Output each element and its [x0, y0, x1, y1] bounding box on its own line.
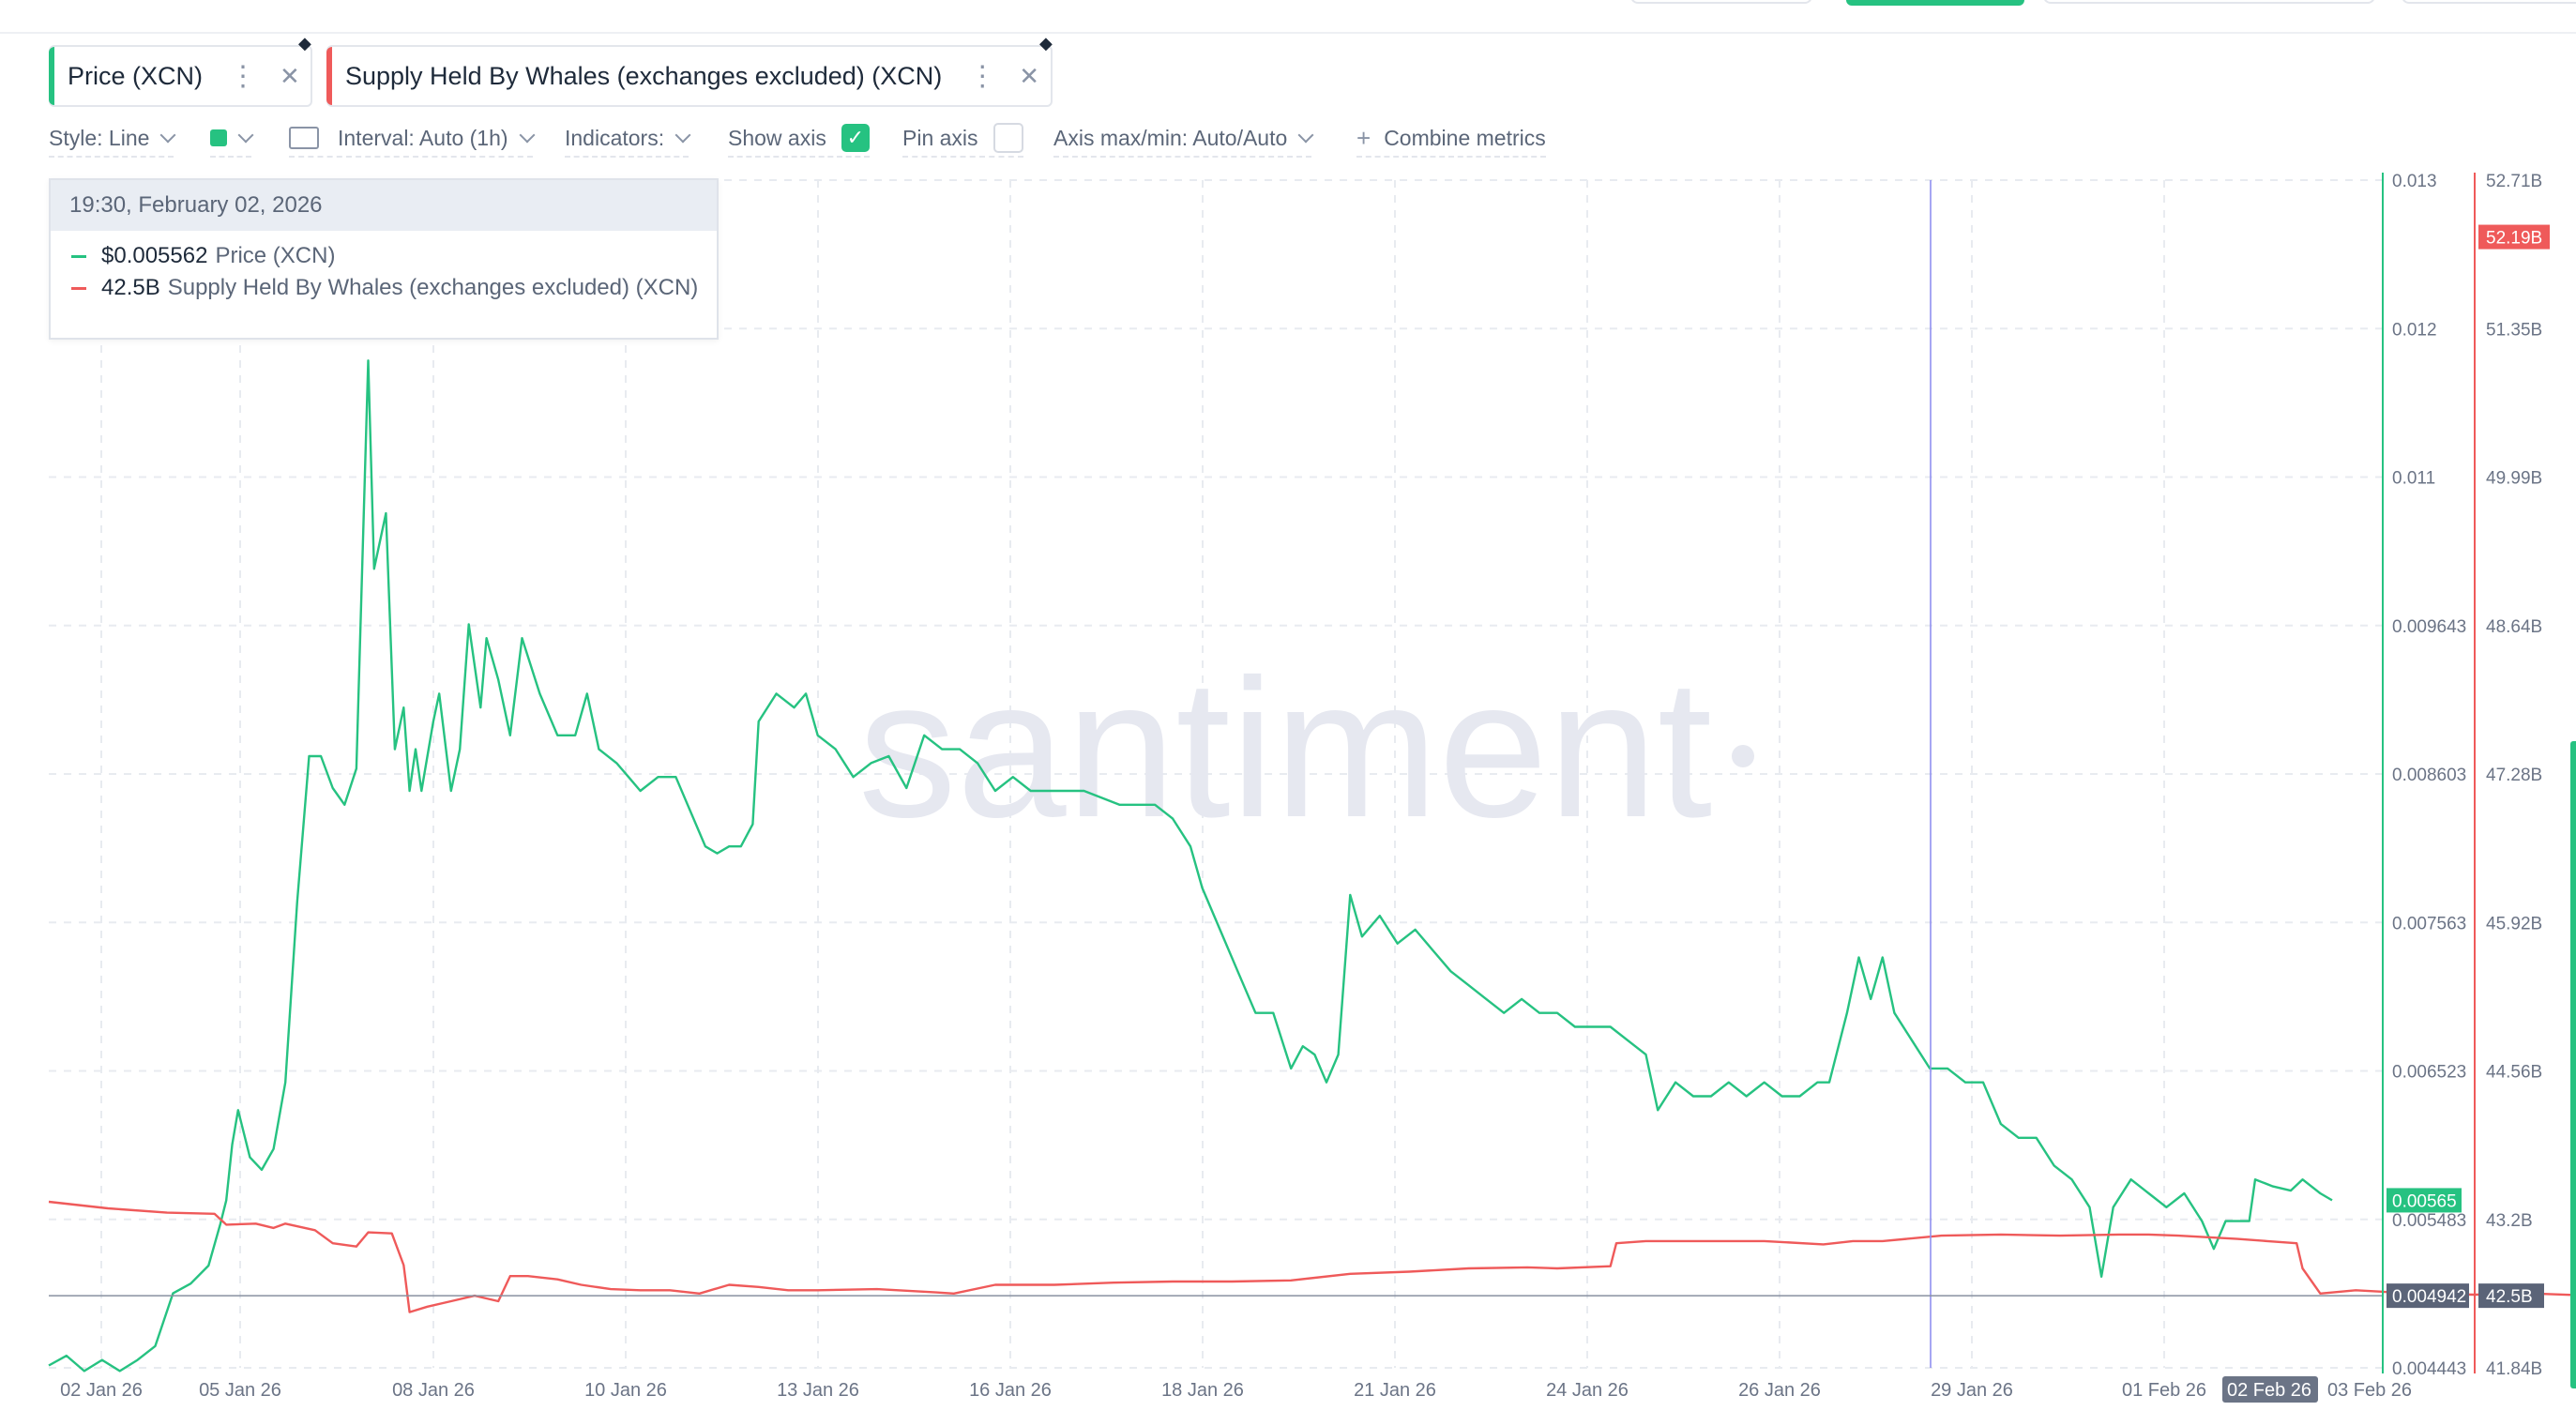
whales-tick-label: 51.35B [2486, 320, 2542, 340]
chart-axes: 02 Jan 26 05 Jan 26 08 Jan 26 10 Jan 26 13 J… [60, 172, 2550, 1403]
indicators-select[interactable]: Indicators: [565, 120, 691, 158]
tooltip-value: $0.005562 [101, 243, 208, 268]
last-whales-label: 52.19B [2486, 229, 2542, 249]
style-label: Style: Line [49, 125, 150, 150]
x-tick-label: 02 Feb 26 [2227, 1380, 2311, 1401]
show-axis-label: Show axis [728, 125, 826, 150]
crosshair-price-badge [2387, 1283, 2469, 1309]
x-tick-label: 05 Jan 26 [199, 1380, 281, 1401]
indicators-label: Indicators: [565, 125, 665, 150]
x-tick-label: 26 Jan 26 [1738, 1380, 1821, 1401]
price-tick-label: 0.009643 [2392, 617, 2466, 637]
price-tick-label: 0.005483 [2392, 1211, 2466, 1231]
tooltip-value: 42.5B [101, 275, 160, 300]
metric-color-bar [326, 47, 332, 105]
close-icon[interactable]: ✕ [280, 61, 300, 90]
ruler-icon [289, 127, 319, 149]
last-price-badge [2387, 1188, 2462, 1213]
price-tick-label: 0.008603 [2392, 766, 2466, 785]
crosshair-whales-badge [2478, 1283, 2544, 1309]
chart-tooltip: 19:30, February 02, 2026 $0.005562 Price… [49, 178, 719, 340]
price-tick-label: 0.004443 [2392, 1359, 2466, 1379]
metric-chip-whales[interactable]: Supply Held By Whales (exchanges exclude… [326, 45, 1053, 107]
x-tick-label: 01 Feb 26 [2122, 1380, 2206, 1401]
watermark-dot [1732, 745, 1754, 767]
last-price-label: 0.00565 [2392, 1191, 2457, 1211]
x-tick-label: 29 Jan 26 [1931, 1380, 2013, 1401]
x-tick-label: 21 Jan 26 [1354, 1380, 1436, 1401]
interval-select[interactable]: Interval: Auto (1h) [289, 120, 536, 158]
more-options-icon[interactable]: ⋮ [229, 60, 258, 92]
tooltip-row-price: $0.005562 Price (XCN) [51, 240, 717, 272]
whales-tick-label: 44.56B [2486, 1063, 2542, 1083]
combine-metrics-label: Combine metrics [1384, 125, 1546, 150]
watermark: santiment [858, 638, 1712, 858]
ethereum-icon: ◆ [298, 34, 311, 53]
price-series-line [48, 359, 2333, 1373]
crosshair-date-badge [2222, 1376, 2318, 1403]
top-button-active[interactable] [1846, 0, 2024, 6]
combine-metrics-button[interactable]: + Combine metrics [1356, 120, 1546, 158]
metric-label: Supply Held By Whales (exchanges exclude… [345, 61, 943, 90]
close-icon[interactable]: ✕ [1019, 61, 1040, 90]
color-select[interactable] [210, 120, 254, 158]
whales-tick-label: 45.92B [2486, 914, 2542, 933]
top-bar [0, 0, 2576, 34]
whales-tick-label: 41.84B [2486, 1359, 2542, 1379]
interval-label: Interval: Auto (1h) [338, 125, 508, 150]
x-tick-label: 16 Jan 26 [969, 1380, 1052, 1401]
checkbox-empty-icon[interactable] [993, 123, 1023, 153]
x-tick-label: 18 Jan 26 [1161, 1380, 1244, 1401]
tooltip-metric-name: Price (XCN) [215, 243, 336, 268]
x-tick-label: 08 Jan 26 [392, 1380, 475, 1401]
axis-maxmin-select[interactable]: Axis max/min: Auto/Auto [1053, 120, 1314, 158]
x-tick-label: 13 Jan 26 [777, 1380, 859, 1401]
x-tick-label: 03 Feb 26 [2327, 1380, 2412, 1401]
price-tick-label: 0.012 [2392, 320, 2437, 340]
price-tick-label: 0.007563 [2392, 914, 2466, 933]
crosshair-whales-label: 42.5B [2486, 1287, 2533, 1307]
plus-icon: + [1356, 123, 1371, 152]
style-select[interactable]: Style: Line [49, 120, 176, 158]
tooltip-metric-name: Supply Held By Whales (exchanges exclude… [167, 275, 699, 300]
more-options-icon[interactable]: ⋮ [968, 60, 997, 92]
ethereum-icon: ◆ [1039, 34, 1053, 53]
scrollbar-handle[interactable] [2570, 741, 2576, 1388]
metric-label: Price (XCN) [68, 61, 204, 90]
tooltip-row-whales: 42.5B Supply Held By Whales (exchanges e… [51, 272, 717, 304]
x-tick-label: 24 Jan 26 [1546, 1380, 1629, 1401]
whales-tick-label: 52.71B [2486, 172, 2542, 191]
metric-color-bar [49, 47, 54, 105]
axis-maxmin-label: Axis max/min: Auto/Auto [1053, 125, 1288, 150]
price-tick-label: 0.011 [2392, 469, 2435, 489]
x-tick-label: 10 Jan 26 [584, 1380, 667, 1401]
whales-tick-label: 47.28B [2486, 766, 2542, 785]
show-axis-toggle[interactable]: Show axis ✓ [728, 120, 870, 158]
x-tick-label: 02 Jan 26 [60, 1380, 143, 1401]
whales-tick-label: 49.99B [2486, 469, 2542, 489]
price-tick-label: 0.006523 [2392, 1063, 2466, 1083]
pin-axis-toggle[interactable]: Pin axis [902, 120, 1023, 158]
chart-grid [49, 179, 2383, 1369]
metric-chip-price[interactable]: Price (XCN) ⋮ ✕ [49, 45, 312, 107]
whales-tick-label: 48.64B [2486, 617, 2542, 637]
whales-tick-label: 43.2B [2486, 1211, 2533, 1231]
legend-swatch [71, 254, 86, 258]
checkmark-icon[interactable]: ✓ [841, 124, 870, 152]
last-whales-badge [2478, 224, 2550, 250]
legend-swatch [71, 286, 86, 290]
price-tick-label: 0.013 [2392, 172, 2437, 191]
crosshair-price-label: 0.004942 [2392, 1287, 2466, 1307]
tooltip-datetime: 19:30, February 02, 2026 [51, 180, 717, 231]
color-swatch-icon [210, 129, 227, 146]
pin-axis-label: Pin axis [902, 125, 978, 150]
